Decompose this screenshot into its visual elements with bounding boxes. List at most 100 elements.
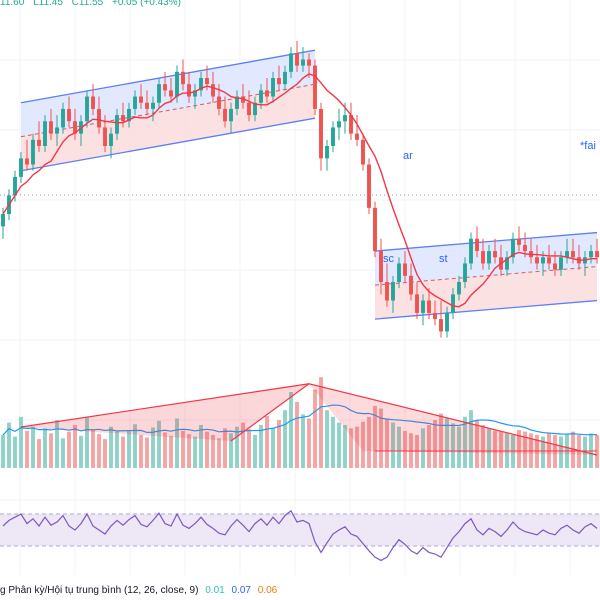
candle <box>469 232 473 270</box>
volume-bar <box>43 428 47 468</box>
candle <box>391 275 395 313</box>
volume-bar <box>235 426 239 468</box>
candle-body <box>133 96 137 109</box>
candle-body <box>193 90 197 97</box>
candle <box>127 102 131 128</box>
candle <box>43 115 47 153</box>
volume-bar <box>451 423 455 468</box>
volume-bar <box>193 436 197 468</box>
macd-value-1: 0.01 <box>205 585 225 596</box>
candle-body <box>103 127 107 146</box>
candle <box>289 47 293 78</box>
candle <box>85 90 89 128</box>
candle-body <box>121 115 125 122</box>
candle-body <box>505 257 509 270</box>
candle <box>49 108 53 140</box>
volume-bar <box>265 415 269 468</box>
annotation-sc: sc <box>383 253 394 265</box>
candle-body <box>589 251 593 258</box>
macd-value-3: 0.06 <box>257 585 278 596</box>
candle <box>385 263 389 307</box>
volume-bar <box>487 428 491 468</box>
candle-body <box>97 108 101 128</box>
rsi-pane <box>0 509 600 562</box>
candle <box>169 78 173 103</box>
candle <box>511 232 515 264</box>
candle-body <box>67 108 71 122</box>
volume-bar <box>61 438 65 468</box>
volume-bar <box>37 439 41 468</box>
candle <box>97 96 101 134</box>
candle-body <box>481 251 485 264</box>
price-channels <box>20 49 598 320</box>
candle-body <box>169 90 173 97</box>
candle <box>163 71 167 97</box>
candle-body <box>433 312 437 320</box>
channel-upper-lower-fill <box>21 84 315 171</box>
candle-body <box>163 84 167 91</box>
volume-bar <box>355 426 359 468</box>
candle-body <box>523 244 527 252</box>
candle <box>319 102 323 171</box>
candle-body <box>565 251 569 258</box>
divergence-line <box>20 383 310 428</box>
candle-body <box>301 59 305 66</box>
channel-lower-upper-fill <box>375 232 597 286</box>
candle-body <box>553 263 557 270</box>
volume-pane <box>1 377 599 468</box>
candle <box>91 84 95 116</box>
volume-bar <box>49 433 53 468</box>
volume-bar <box>433 420 437 468</box>
candle <box>181 59 185 91</box>
candle-body <box>73 121 77 134</box>
candle <box>421 294 425 326</box>
candle <box>139 84 143 109</box>
candle <box>565 238 569 264</box>
volume-bar <box>217 438 221 468</box>
volume-bar <box>349 428 353 468</box>
volume-bar <box>7 422 11 468</box>
volume-bar <box>481 425 485 468</box>
candle-body <box>25 158 29 165</box>
candle <box>463 257 467 289</box>
channel-lower-lower-line <box>374 299 598 320</box>
candle-body <box>451 294 455 313</box>
volume-bar <box>73 425 77 468</box>
volume-bar <box>103 439 107 468</box>
ohlc-close: C11.55 <box>71 0 104 8</box>
candle-body <box>541 257 545 264</box>
candle-body <box>187 84 191 97</box>
candle-body <box>439 319 443 332</box>
candle <box>337 108 341 140</box>
candlesticks[interactable] <box>1 40 599 338</box>
candle-body <box>415 294 419 313</box>
candle <box>193 84 197 109</box>
candle-body <box>91 96 95 109</box>
candle-body <box>493 251 497 258</box>
candle <box>475 226 479 258</box>
candle <box>115 108 119 140</box>
volume-bar <box>97 434 101 468</box>
candle-body <box>517 238 521 245</box>
candle <box>109 127 113 159</box>
candle-body <box>337 121 341 128</box>
volume-bar <box>187 434 191 468</box>
candle <box>31 133 35 171</box>
volume-bar <box>145 437 149 468</box>
volume-bar <box>151 427 155 468</box>
candle <box>589 244 593 264</box>
volume-bar <box>457 426 461 468</box>
candle-body <box>235 96 239 109</box>
volume-bar <box>199 425 203 468</box>
annotation-st: st <box>439 253 448 265</box>
candle-body <box>229 108 233 122</box>
candle-body <box>487 251 491 264</box>
moving-average <box>2 73 597 308</box>
volume-bar <box>325 410 329 468</box>
candle <box>277 65 281 91</box>
candle <box>223 96 227 128</box>
volume-bar <box>115 431 119 468</box>
candle <box>355 115 359 146</box>
candle-body <box>307 59 311 66</box>
